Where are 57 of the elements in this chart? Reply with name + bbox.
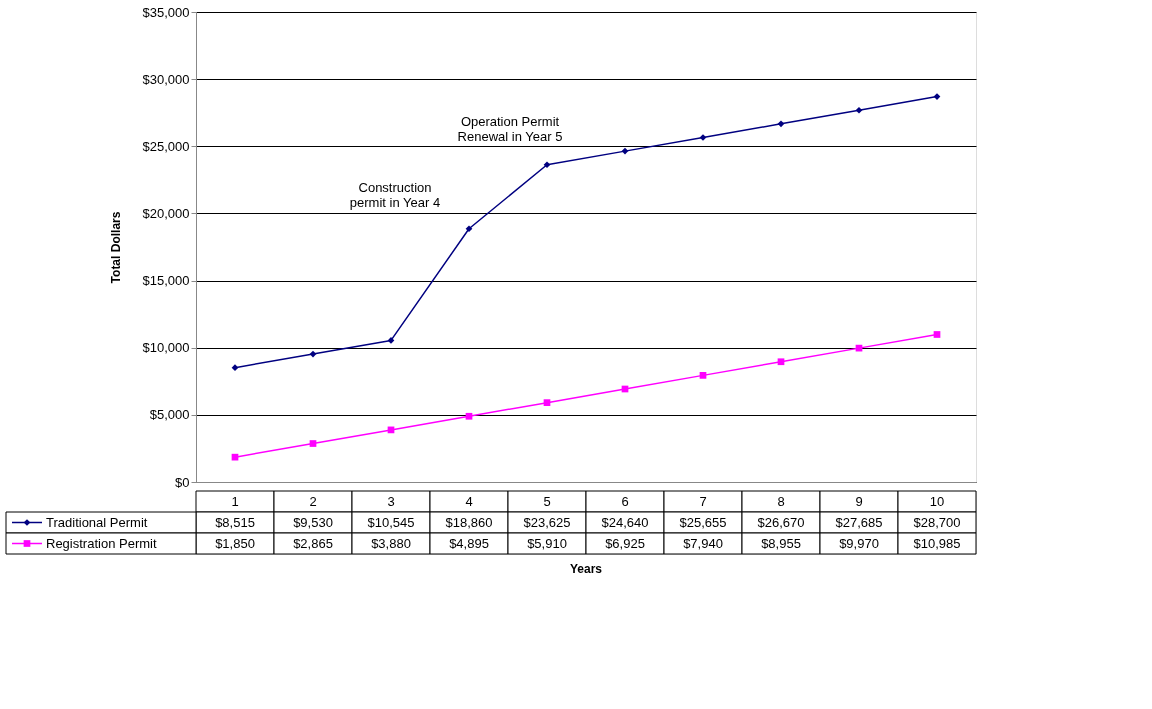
data-label: $9,970 [839, 535, 879, 551]
data-label: $8,515 [215, 514, 255, 530]
annotation: Construction permit in Year 4 [349, 179, 441, 210]
data-label: $18,860 [445, 514, 493, 530]
data-label: $3,880 [371, 535, 411, 551]
point [543, 399, 551, 406]
data-label: $28,700 [913, 514, 961, 530]
point [309, 350, 317, 358]
data-label: $4,895 [449, 535, 489, 551]
y-tick-label: $15,000 [142, 273, 190, 289]
point [309, 440, 317, 447]
point [231, 453, 239, 461]
data-label: $25,655 [679, 514, 727, 530]
point [465, 412, 473, 420]
y-tick-label: $25,000 [142, 138, 190, 154]
x-tick-label: 2 [309, 493, 317, 509]
data-label: $8,955 [761, 535, 801, 551]
point [465, 225, 473, 233]
y-tick-label: $10,000 [142, 340, 190, 356]
x-tick-label: 3 [387, 493, 395, 509]
legend-label: Registration Permit [46, 535, 157, 551]
x-axis-title: Years [569, 562, 603, 576]
point [621, 147, 629, 155]
x-tick-label: 9 [855, 493, 863, 509]
data-label: $2,865 [293, 535, 333, 551]
x-tick-label: 5 [543, 493, 551, 509]
data-label: $9,530 [293, 514, 333, 530]
data-label: $27,685 [835, 514, 883, 530]
x-tick-label: 6 [621, 493, 629, 509]
annotation: Operation Permit Renewal in Year 5 [457, 113, 563, 144]
data-label: $1,850 [215, 535, 255, 551]
data-label: $10,985 [913, 535, 961, 551]
point [777, 358, 785, 366]
x-tick-label: 8 [777, 493, 785, 509]
y-tick-label: $30,000 [142, 71, 190, 87]
point [777, 120, 785, 128]
point [933, 331, 941, 338]
data-label: $7,940 [683, 535, 723, 551]
data-label: $5,910 [527, 535, 567, 551]
data-label: $23,625 [523, 514, 571, 530]
x-tick-label: 10 [929, 493, 945, 509]
point [699, 372, 707, 379]
x-tick-label: 7 [699, 493, 707, 509]
y-tick-label: $35,000 [142, 4, 190, 20]
y-tick-label: $0 [175, 474, 190, 490]
y-tick-label: $5,000 [149, 407, 190, 423]
data-label: $6,925 [605, 535, 645, 551]
data-label: $24,640 [601, 514, 649, 530]
y-axis-title: Total Dollars [108, 211, 123, 284]
data-label: $26,670 [757, 514, 805, 530]
point [543, 161, 551, 169]
point [855, 106, 863, 114]
legend-label: Traditional Permit [46, 514, 148, 530]
data-label: $10,545 [367, 514, 415, 530]
x-tick-label: 4 [465, 493, 473, 509]
y-tick-label: $20,000 [142, 205, 190, 221]
x-tick-label: 1 [231, 493, 239, 509]
